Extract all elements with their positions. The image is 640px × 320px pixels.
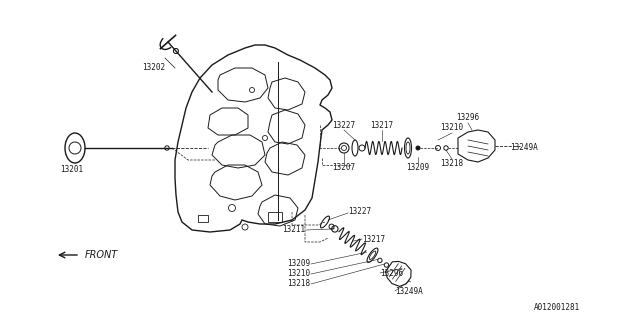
Text: 13210: 13210: [287, 269, 310, 278]
Text: 13217: 13217: [371, 121, 394, 130]
Text: 13217: 13217: [362, 236, 385, 244]
Text: 13227: 13227: [348, 207, 371, 217]
Text: 13227: 13227: [332, 121, 356, 130]
Text: 13218: 13218: [440, 159, 463, 169]
Text: 13207: 13207: [332, 164, 356, 172]
Text: FRONT: FRONT: [85, 250, 118, 260]
Text: 13249A: 13249A: [510, 143, 538, 153]
Text: 13296: 13296: [456, 114, 479, 123]
Text: 13202: 13202: [142, 63, 165, 73]
Text: 13210: 13210: [440, 124, 463, 132]
Text: 13209: 13209: [406, 164, 429, 172]
Text: 13218: 13218: [287, 279, 310, 289]
Text: A012001281: A012001281: [534, 303, 580, 313]
Text: 13209: 13209: [287, 260, 310, 268]
Text: 13211: 13211: [282, 226, 305, 235]
Text: 13296: 13296: [380, 269, 403, 278]
Circle shape: [415, 146, 420, 150]
Text: 13249A: 13249A: [395, 287, 423, 297]
Text: 13201: 13201: [60, 165, 84, 174]
